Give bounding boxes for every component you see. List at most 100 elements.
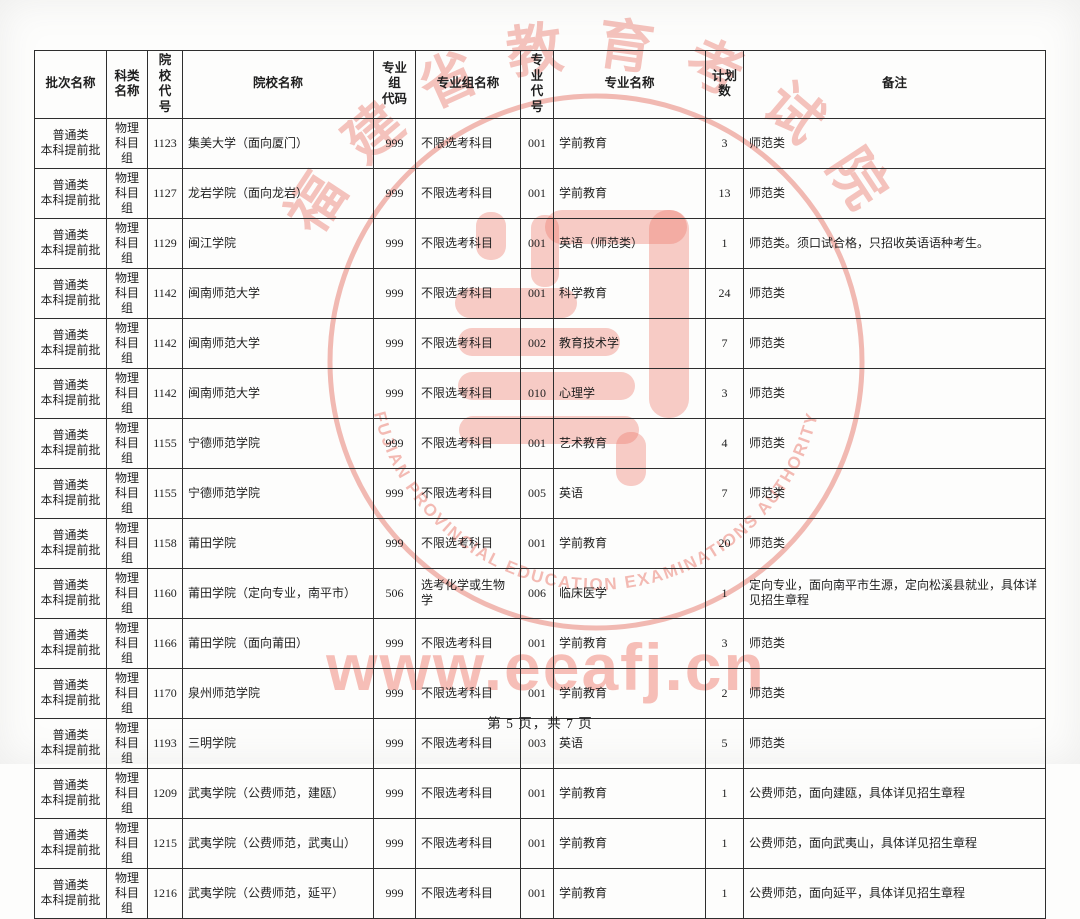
table-cell: 普通类 本科提前批 [34,867,107,919]
table-cell: 5 [705,717,744,769]
table-cell: 1193 [147,717,183,769]
table-cell: 物理 科目组 [106,267,148,319]
table-row: 普通类 本科提前批 物理 科目组 1123 集美大学（面向厦门） 999 不限选考科目 00… [34,117,1046,169]
table-cell: 1 [705,817,744,869]
table-cell: 1166 [147,617,183,669]
table-cell: 1142 [147,367,183,419]
table-cell: 506 [373,567,416,619]
table-cell: 不限选考科目 [415,817,521,869]
table-cell: 师范类 [743,517,1046,569]
header-cell: 科类 名称 [106,50,148,119]
table-cell: 公费师范，面向延平，具体详见招生章程 [743,867,1046,919]
table-cell: 闽南师范大学 [182,367,374,419]
table-cell: 临床医学 [553,567,706,619]
table-cell: 001 [520,617,554,669]
table-cell: 心理学 [553,367,706,419]
table-cell: 师范类 [743,317,1046,369]
table-cell: 不限选考科目 [415,867,521,919]
table-cell: 2 [705,667,744,719]
table-cell: 普通类 本科提前批 [34,117,107,169]
table-cell: 莆田学院（面向莆田） [182,617,374,669]
table-row: 普通类 本科提前批 物理 科目组 1170 泉州师范学院 999 不限选考科目 001 学前教… [34,667,1046,719]
table-cell: 1160 [147,567,183,619]
table-cell: 宁德师范学院 [182,417,374,469]
table-cell: 1 [705,867,744,919]
table-cell: 泉州师范学院 [182,667,374,719]
table-cell: 师范类 [743,267,1046,319]
table-row: 普通类 本科提前批 物理 科目组 1166 莆田学院（面向莆田） 999 不限选考科目 00… [34,617,1046,669]
table-cell: 物理 科目组 [106,567,148,619]
table-cell: 武夷学院（公费师范，建瓯） [182,767,374,819]
table-cell: 7 [705,467,744,519]
table-cell: 普通类 本科提前批 [34,817,107,869]
table-cell: 学前教育 [553,817,706,869]
table-cell: 003 [520,717,554,769]
table-cell: 20 [705,517,744,569]
table-cell: 普通类 本科提前批 [34,217,107,269]
table-row: 普通类 本科提前批 物理 科目组 1209 武夷学院（公费师范，建瓯） 999 不限选考科… [34,767,1046,819]
header-cell: 批次名称 [34,50,107,119]
table-cell: 师范类 [743,617,1046,669]
header-cell: 专业组名称 [415,50,521,119]
table-cell: 001 [520,117,554,169]
table-cell: 学前教育 [553,517,706,569]
table-cell: 999 [373,617,416,669]
table-cell: 闽南师范大学 [182,267,374,319]
table-row: 普通类 本科提前批 物理 科目组 1216 武夷学院（公费师范，延平） 999 不限选考科… [34,867,1046,919]
table-cell: 001 [520,267,554,319]
header-cell: 院校名称 [182,50,374,119]
table-cell: 005 [520,467,554,519]
table-cell: 学前教育 [553,667,706,719]
table-cell: 普通类 本科提前批 [34,467,107,519]
header-row: 批次名称 科类 名称 院校 代号 院校名称 专业组 代码 专业组名称 专业 代号 专业名称 计划… [34,50,1046,119]
table-cell: 师范类 [743,467,1046,519]
table-cell: 三明学院 [182,717,374,769]
table-cell: 001 [520,217,554,269]
header-cell: 专业 代号 [520,50,554,119]
table-cell: 不限选考科目 [415,367,521,419]
table-cell: 999 [373,417,416,469]
table-cell: 教育技术学 [553,317,706,369]
table-cell: 宁德师范学院 [182,467,374,519]
table-cell: 999 [373,267,416,319]
table-cell: 科学教育 [553,267,706,319]
table-cell: 师范类 [743,117,1046,169]
table-row: 普通类 本科提前批 物理 科目组 1158 莆田学院 999 不限选考科目 001 学前教育 2… [34,517,1046,569]
table-cell: 1158 [147,517,183,569]
table-cell: 不限选考科目 [415,667,521,719]
table-cell: 1170 [147,667,183,719]
table-cell: 1155 [147,467,183,519]
document-page: 福建省教育考试院 FUJIAN PROVINCIAL EDUCATION EXA… [34,13,1046,919]
table-cell: 物理 科目组 [106,217,148,269]
table-cell: 不限选考科目 [415,517,521,569]
table-cell: 001 [520,667,554,719]
table-cell: 武夷学院（公费师范，延平） [182,867,374,919]
table-cell: 1 [705,567,744,619]
table-cell: 1123 [147,117,183,169]
table-cell: 普通类 本科提前批 [34,317,107,369]
table-cell: 定向专业，面向南平市生源，定向松溪县就业，具体详见招生章程 [743,567,1046,619]
admission-plan-table: 批次名称 科类 名称 院校 代号 院校名称 专业组 代码 专业组名称 专业 代号 专业名称 计划… [34,50,1046,919]
table-cell: 13 [705,167,744,219]
table-cell: 999 [373,167,416,219]
table-cell: 学前教育 [553,167,706,219]
table-row: 普通类 本科提前批 物理 科目组 1160 莆田学院（定向专业，南平市） 506 选考化学… [34,567,1046,619]
table-cell: 999 [373,717,416,769]
table-row: 普通类 本科提前批 物理 科目组 1142 闽南师范大学 999 不限选考科目 001 科学教… [34,267,1046,319]
table-row: 普通类 本科提前批 物理 科目组 1193 三明学院 999 不限选考科目 003 英语 5 师范… [34,717,1046,769]
table-cell: 学前教育 [553,867,706,919]
table-cell: 4 [705,417,744,469]
table-cell: 师范类 [743,667,1046,719]
table-cell: 1142 [147,317,183,369]
table-cell: 1142 [147,267,183,319]
table-cell: 英语 [553,717,706,769]
table-cell: 999 [373,467,416,519]
table-cell: 英语（师范类） [553,217,706,269]
table-cell: 001 [520,767,554,819]
header-cell: 专业名称 [553,50,706,119]
table-cell: 物理 科目组 [106,417,148,469]
table-cell: 3 [705,367,744,419]
table-row: 普通类 本科提前批 物理 科目组 1155 宁德师范学院 999 不限选考科目 005 英语 7… [34,467,1046,519]
table-cell: 999 [373,317,416,369]
table-cell: 普通类 本科提前批 [34,417,107,469]
